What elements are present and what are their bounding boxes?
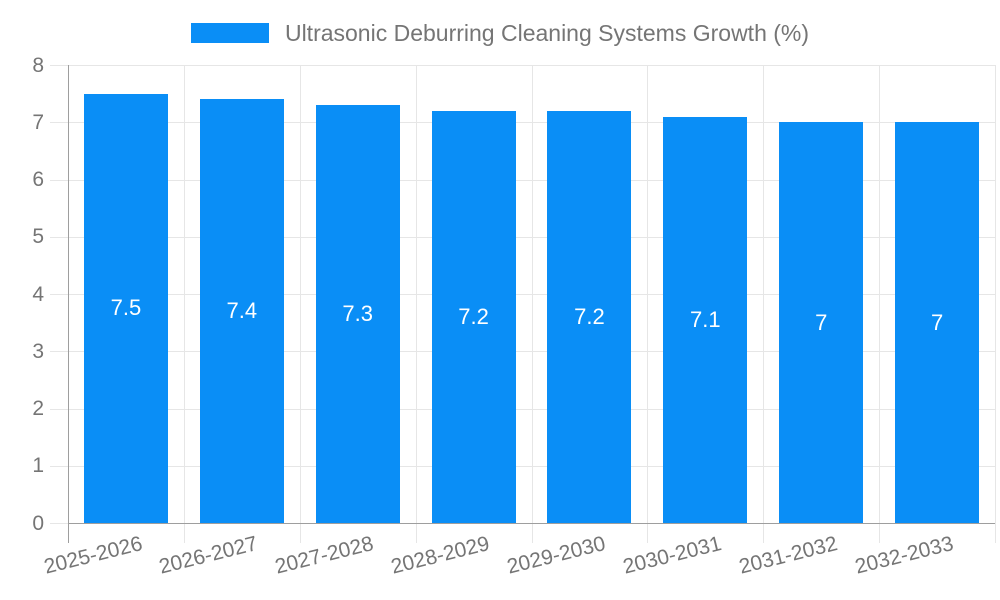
- y-axis-tick-label: 8: [32, 53, 44, 77]
- x-gridline: [763, 65, 765, 523]
- bar-value-label: 7.2: [574, 303, 605, 329]
- y-gridline: [50, 465, 995, 467]
- x-gridline: [299, 65, 301, 523]
- y-axis-tick-label: 4: [32, 282, 44, 306]
- y-gridline: [50, 122, 995, 124]
- x-tick-mark: [299, 523, 301, 543]
- x-gridline: [995, 65, 996, 523]
- x-tick-mark: [647, 523, 649, 543]
- y-axis-tick-label: 3: [32, 339, 44, 363]
- bar-value-label: 7.5: [110, 295, 142, 321]
- x-axis-label: 2031-2032: [736, 532, 840, 579]
- x-axis-label: 2026-2027: [157, 532, 261, 579]
- bar: [431, 110, 516, 523]
- bar: [895, 122, 980, 523]
- bar-value-label: 7.4: [226, 298, 258, 324]
- x-axis-label: 2029-2030: [504, 532, 608, 579]
- y-gridline: [50, 236, 995, 238]
- bar-value-label: 7: [815, 309, 828, 335]
- y-gridline: [50, 65, 995, 66]
- x-tick-mark: [879, 523, 881, 543]
- x-gridline: [879, 65, 881, 523]
- x-tick-mark: [763, 523, 765, 543]
- x-tick-mark: [183, 523, 185, 543]
- y-axis-tick-label: 0: [32, 511, 44, 535]
- x-tick-mark: [995, 523, 996, 543]
- bar: [547, 110, 632, 523]
- y-tick-mark: [50, 523, 68, 524]
- bar-value-label: 7.3: [342, 301, 373, 327]
- x-gridline: [531, 65, 533, 523]
- x-axis-label: 2030-2031: [620, 532, 724, 579]
- bar-value-label: 7.2: [458, 303, 489, 329]
- legend-series-label: Ultrasonic Deburring Cleaning Systems Gr…: [284, 20, 810, 46]
- chart-legend: Ultrasonic Deburring Cleaning Systems Gr…: [0, 20, 1000, 46]
- legend-swatch-icon: [190, 23, 269, 43]
- x-tick-mark: [415, 523, 417, 543]
- bar: [779, 122, 864, 523]
- y-axis-tick-label: 6: [32, 168, 44, 191]
- y-gridline: [50, 351, 995, 353]
- y-gridline: [50, 179, 995, 181]
- x-axis-label: 2025-2026: [41, 532, 145, 579]
- y-axis-tick-label: 5: [32, 225, 44, 249]
- y-axis-tick-label: 7: [32, 110, 44, 134]
- bar: [663, 116, 748, 523]
- bar-value-label: 7.1: [690, 306, 721, 332]
- bar: [83, 93, 168, 523]
- y-axis-tick-label: 2: [32, 397, 44, 420]
- y-axis-line: [68, 65, 69, 543]
- bar-value-label: 7: [930, 309, 944, 335]
- y-gridline: [50, 294, 995, 295]
- x-gridline: [415, 65, 417, 523]
- x-gridline: [647, 65, 649, 523]
- bar: [315, 105, 400, 523]
- bar: [199, 99, 284, 523]
- x-gridline: [183, 65, 185, 523]
- x-axis-label: 2032-2033: [852, 532, 956, 579]
- x-axis-label: 2028-2029: [388, 532, 492, 579]
- y-gridline: [50, 408, 995, 410]
- x-tick-mark: [531, 523, 533, 543]
- x-axis-line: [68, 523, 995, 524]
- x-axis-label: 2027-2028: [272, 532, 377, 579]
- y-axis-tick-label: 1: [32, 454, 44, 478]
